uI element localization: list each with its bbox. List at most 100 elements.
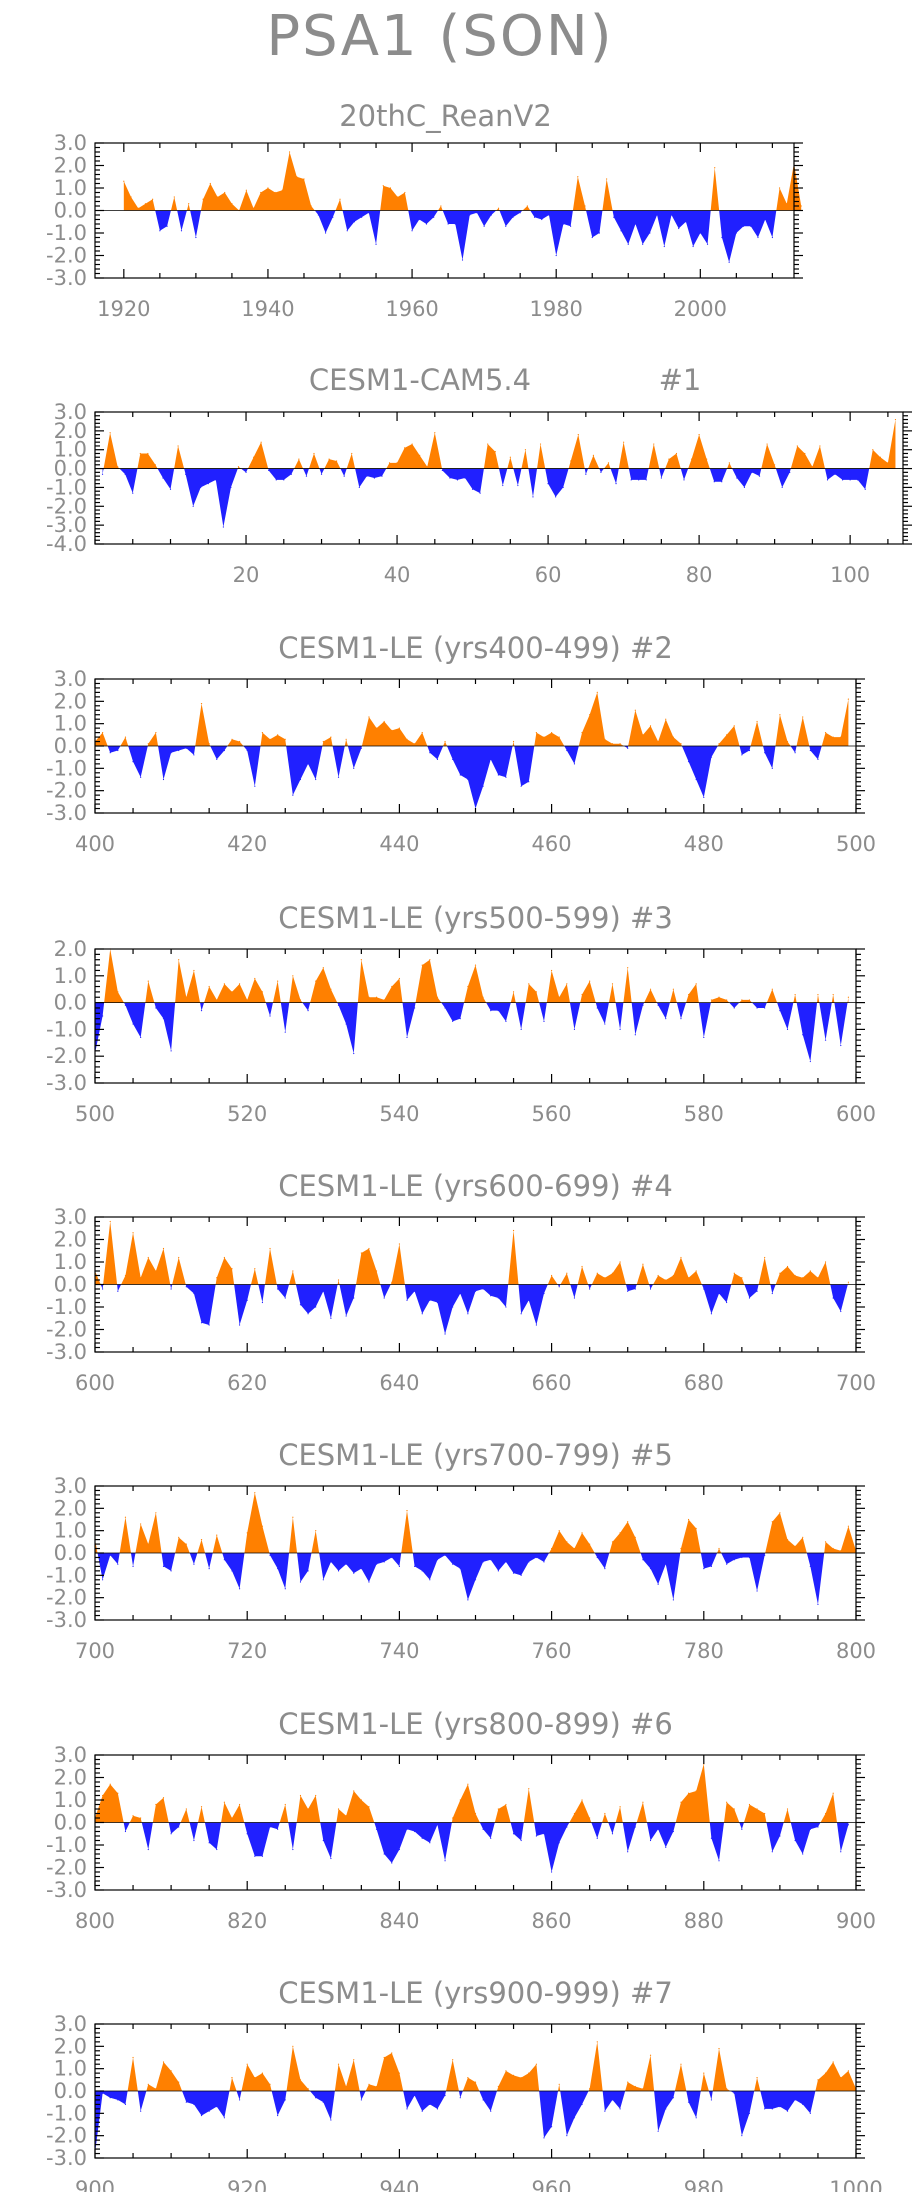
data-point-1959 bbox=[404, 191, 406, 194]
data-point-893 bbox=[802, 1853, 804, 1855]
negative-area-19 bbox=[479, 1822, 495, 1839]
data-point-798 bbox=[840, 1550, 842, 1552]
data-point-837 bbox=[375, 1828, 378, 1830]
data-point-1963 bbox=[433, 216, 435, 218]
negative-area-0 bbox=[102, 468, 104, 475]
negative-area-20 bbox=[539, 2091, 559, 2138]
data-point-1951 bbox=[346, 230, 348, 232]
data-point-97 bbox=[826, 479, 829, 481]
y-tick-label: -1.0 bbox=[46, 1295, 87, 1319]
chart-panel-2: 3.02.01.00.0-1.0-2.0-3.0-4.0 20 40 60 80 100 C… bbox=[46, 363, 912, 587]
data-point-12 bbox=[185, 473, 187, 475]
negative-area-4 bbox=[182, 2091, 230, 2118]
data-point-445 bbox=[436, 758, 439, 761]
positive-area-20 bbox=[494, 1804, 511, 1823]
data-point-1989 bbox=[620, 230, 622, 232]
data-point-931 bbox=[330, 2119, 332, 2121]
data-point-919 bbox=[238, 2099, 241, 2101]
data-point-42 bbox=[411, 443, 413, 445]
data-point-81 bbox=[706, 458, 708, 460]
data-point-446 bbox=[444, 740, 446, 743]
negative-area-25 bbox=[591, 1822, 603, 1839]
data-point-442 bbox=[414, 743, 416, 745]
data-point-982 bbox=[718, 2047, 720, 2050]
negative-area-17 bbox=[530, 210, 573, 256]
positive-area-20 bbox=[390, 1244, 405, 1285]
y-tick-label: 2.0 bbox=[54, 1496, 87, 1520]
x-tick-label: 660 bbox=[532, 1371, 572, 1395]
data-point-755 bbox=[512, 1572, 515, 1574]
data-point-571 bbox=[634, 1034, 636, 1036]
negative-area-13 bbox=[332, 746, 345, 778]
positive-area-19 bbox=[464, 965, 487, 1003]
negative-area-38 bbox=[698, 1002, 711, 1038]
data-point-1943 bbox=[288, 151, 291, 153]
data-point-866 bbox=[596, 1837, 598, 1839]
data-point-763 bbox=[573, 1547, 576, 1550]
data-point-526 bbox=[292, 975, 294, 977]
negative-area-2 bbox=[119, 468, 138, 494]
data-point-2008 bbox=[757, 236, 759, 239]
data-point-542 bbox=[414, 1007, 416, 1009]
negative-area-3 bbox=[117, 1284, 122, 1292]
negative-area-46 bbox=[796, 1002, 818, 1062]
data-point-495 bbox=[817, 758, 819, 761]
data-point-529 bbox=[315, 980, 317, 982]
data-point-973 bbox=[649, 2054, 652, 2056]
data-point-3 bbox=[117, 466, 119, 468]
data-point-554 bbox=[505, 1020, 507, 1022]
data-point-612 bbox=[185, 1286, 187, 1288]
data-point-1965 bbox=[447, 223, 449, 225]
positive-area-15 bbox=[446, 2059, 459, 2091]
data-point-463 bbox=[573, 763, 576, 765]
data-point-1956 bbox=[382, 185, 384, 187]
negative-area-18 bbox=[355, 468, 387, 488]
data-point-940 bbox=[398, 2072, 400, 2074]
data-point-1957 bbox=[389, 187, 392, 189]
positive-area-31 bbox=[623, 967, 632, 1003]
positive-area-2 bbox=[170, 197, 178, 211]
data-point-628 bbox=[307, 1313, 309, 1315]
data-point-779 bbox=[695, 1527, 697, 1530]
data-point-954 bbox=[505, 2070, 507, 2072]
data-point-785 bbox=[741, 1556, 743, 1559]
negative-area-40 bbox=[680, 468, 689, 480]
data-point-1971 bbox=[490, 214, 492, 216]
data-point-698 bbox=[840, 1310, 842, 1313]
data-point-796 bbox=[824, 1541, 827, 1543]
negative-area-8 bbox=[271, 2091, 287, 2116]
negative-area-0 bbox=[95, 1002, 105, 1054]
positive-area-33 bbox=[603, 462, 611, 469]
data-point-496 bbox=[824, 732, 827, 734]
data-point-453 bbox=[497, 774, 499, 776]
data-point-2001 bbox=[706, 243, 709, 245]
positive-area-16 bbox=[336, 1791, 375, 1823]
data-point-1964 bbox=[440, 205, 442, 207]
positive-area-37 bbox=[648, 444, 660, 469]
data-point-552 bbox=[490, 1010, 492, 1012]
data-point-419 bbox=[238, 740, 241, 743]
data-point-417 bbox=[223, 749, 225, 752]
data-point-819 bbox=[238, 1803, 241, 1806]
positive-area-6 bbox=[172, 1257, 186, 1285]
data-point-856 bbox=[520, 1839, 522, 1842]
negative-area-11 bbox=[408, 210, 439, 231]
positive-area-4 bbox=[135, 1512, 162, 1553]
negative-area-25 bbox=[557, 1284, 561, 1287]
positive-area-2 bbox=[120, 737, 129, 746]
data-point-1975 bbox=[519, 212, 521, 214]
positive-area-34 bbox=[653, 1257, 702, 1285]
negative-area-5 bbox=[170, 1284, 173, 1289]
data-point-673 bbox=[649, 1288, 652, 1290]
data-point-890 bbox=[779, 1835, 781, 1837]
data-point-966 bbox=[596, 2041, 598, 2043]
data-point-497 bbox=[832, 736, 834, 738]
panel-title: CESM1-LE (yrs800-899) #6 bbox=[278, 1707, 673, 1741]
data-point-816 bbox=[216, 1848, 218, 1851]
data-point-54 bbox=[502, 484, 504, 487]
data-point-756 bbox=[520, 1574, 522, 1576]
negative-area-27 bbox=[721, 1553, 766, 1591]
data-point-30 bbox=[320, 473, 323, 475]
data-point-541 bbox=[406, 1036, 408, 1039]
